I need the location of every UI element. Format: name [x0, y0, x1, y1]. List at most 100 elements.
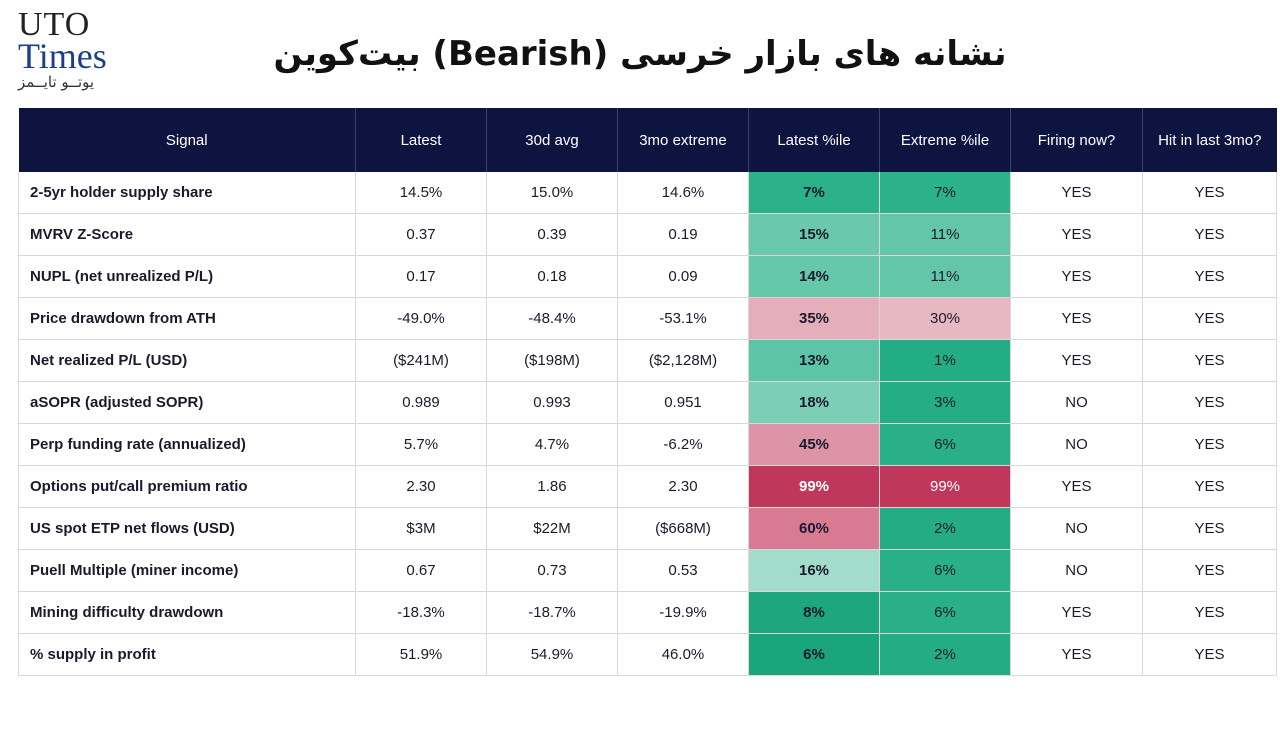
signal-cell: Price drawdown from ATH	[18, 297, 356, 340]
extreme-percentile-cell: 11%	[879, 213, 1011, 256]
table-body: 2-5yr holder supply share 14.5% 15.0% 14.6%…	[18, 172, 1277, 676]
avg-30d-cell: 0.73	[486, 549, 618, 592]
firing-now-cell: NO	[1010, 549, 1143, 592]
latest-cell: $3M	[355, 507, 487, 550]
hit-last-3mo-cell: YES	[1142, 507, 1277, 550]
signal-cell: Perp funding rate (annualized)	[18, 423, 356, 466]
header-30d-avg: 30d avg	[486, 108, 618, 172]
table-row: NUPL (net unrealized P/L) 0.17 0.18 0.09 14%…	[18, 255, 1277, 298]
extreme-3mo-cell: 0.19	[617, 213, 749, 256]
extreme-3mo-cell: ($2,128M)	[617, 339, 749, 382]
avg-30d-cell: -18.7%	[486, 591, 618, 634]
avg-30d-cell: 54.9%	[486, 633, 618, 676]
latest-percentile-cell: 13%	[748, 339, 880, 382]
latest-percentile-cell: 15%	[748, 213, 880, 256]
hit-last-3mo-cell: YES	[1142, 549, 1277, 592]
latest-cell: ($241M)	[355, 339, 487, 382]
firing-now-cell: YES	[1010, 255, 1143, 298]
latest-percentile-cell: 99%	[748, 465, 880, 508]
latest-percentile-cell: 8%	[748, 591, 880, 634]
extreme-3mo-cell: 14.6%	[617, 172, 749, 214]
signal-cell: aSOPR (adjusted SOPR)	[18, 381, 356, 424]
table-row: % supply in profit 51.9% 54.9% 46.0% 6% 2% YES…	[18, 633, 1277, 676]
firing-now-cell: YES	[1010, 633, 1143, 676]
latest-cell: 0.17	[355, 255, 487, 298]
hit-last-3mo-cell: YES	[1142, 297, 1277, 340]
header-firing-now: Firing now?	[1010, 108, 1143, 172]
signal-cell: MVRV Z-Score	[18, 213, 356, 256]
signal-cell: Mining difficulty drawdown	[18, 591, 356, 634]
signal-cell: Puell Multiple (miner income)	[18, 549, 356, 592]
logo-persian-text: یوتــو تایــمز	[18, 73, 95, 91]
extreme-3mo-cell: ($668M)	[617, 507, 749, 550]
table-row: Mining difficulty drawdown -18.3% -18.7% -1…	[18, 591, 1277, 634]
hit-last-3mo-cell: YES	[1142, 255, 1277, 298]
signal-cell: % supply in profit	[18, 633, 356, 676]
latest-cell: 14.5%	[355, 172, 487, 214]
avg-30d-cell: -48.4%	[486, 297, 618, 340]
firing-now-cell: NO	[1010, 507, 1143, 550]
extreme-3mo-cell: 46.0%	[617, 633, 749, 676]
extreme-3mo-cell: 2.30	[617, 465, 749, 508]
extreme-percentile-cell: 2%	[879, 633, 1011, 676]
extreme-3mo-cell: 0.951	[617, 381, 749, 424]
table-row: US spot ETP net flows (USD) $3M $22M ($668M…	[18, 507, 1277, 550]
extreme-percentile-cell: 2%	[879, 507, 1011, 550]
latest-cell: 0.37	[355, 213, 487, 256]
avg-30d-cell: 15.0%	[486, 172, 618, 214]
table-row: Net realized P/L (USD) ($241M) ($198M) ($2,…	[18, 339, 1277, 382]
firing-now-cell: YES	[1010, 213, 1143, 256]
header-extreme-percentile: Extreme %ile	[879, 108, 1011, 172]
hit-last-3mo-cell: YES	[1142, 423, 1277, 466]
latest-cell: 0.989	[355, 381, 487, 424]
avg-30d-cell: 0.39	[486, 213, 618, 256]
firing-now-cell: YES	[1010, 339, 1143, 382]
extreme-percentile-cell: 6%	[879, 423, 1011, 466]
hit-last-3mo-cell: YES	[1142, 213, 1277, 256]
extreme-3mo-cell: 0.53	[617, 549, 749, 592]
signal-cell: Net realized P/L (USD)	[18, 339, 356, 382]
extreme-percentile-cell: 1%	[879, 339, 1011, 382]
hit-last-3mo-cell: YES	[1142, 465, 1277, 508]
latest-cell: -49.0%	[355, 297, 487, 340]
extreme-3mo-cell: -6.2%	[617, 423, 749, 466]
hit-last-3mo-cell: YES	[1142, 381, 1277, 424]
table-header-row: Signal Latest 30d avg 3mo extreme Latest…	[18, 108, 1277, 172]
latest-percentile-cell: 14%	[748, 255, 880, 298]
latest-cell: 2.30	[355, 465, 487, 508]
firing-now-cell: YES	[1010, 297, 1143, 340]
latest-percentile-cell: 7%	[748, 172, 880, 214]
logo-uto-text: UTO	[18, 6, 91, 43]
extreme-3mo-cell: 0.09	[617, 255, 749, 298]
table-row: 2-5yr holder supply share 14.5% 15.0% 14.6%…	[18, 172, 1277, 214]
avg-30d-cell: 1.86	[486, 465, 618, 508]
firing-now-cell: NO	[1010, 381, 1143, 424]
extreme-percentile-cell: 6%	[879, 591, 1011, 634]
signal-cell: NUPL (net unrealized P/L)	[18, 255, 356, 298]
page-title: نشانه های بازار خرسی (Bearish) بیت‌کوین	[273, 34, 1007, 74]
firing-now-cell: YES	[1010, 591, 1143, 634]
table-row: MVRV Z-Score 0.37 0.39 0.19 15% 11% YES YES	[18, 213, 1277, 256]
hit-last-3mo-cell: YES	[1142, 591, 1277, 634]
firing-now-cell: YES	[1010, 465, 1143, 508]
latest-percentile-cell: 45%	[748, 423, 880, 466]
logo: UTO Times یوتــو تایــمز	[18, 6, 178, 92]
firing-now-cell: NO	[1010, 423, 1143, 466]
header-latest-percentile: Latest %ile	[748, 108, 880, 172]
hit-last-3mo-cell: YES	[1142, 633, 1277, 676]
latest-percentile-cell: 16%	[748, 549, 880, 592]
extreme-percentile-cell: 7%	[879, 172, 1011, 214]
extreme-percentile-cell: 30%	[879, 297, 1011, 340]
extreme-3mo-cell: -53.1%	[617, 297, 749, 340]
table-row: aSOPR (adjusted SOPR) 0.989 0.993 0.951 18% 3…	[18, 381, 1277, 424]
extreme-percentile-cell: 6%	[879, 549, 1011, 592]
latest-percentile-cell: 60%	[748, 507, 880, 550]
table-row: Perp funding rate (annualized) 5.7% 4.7% -6…	[18, 423, 1277, 466]
latest-percentile-cell: 35%	[748, 297, 880, 340]
avg-30d-cell: 0.18	[486, 255, 618, 298]
latest-percentile-cell: 18%	[748, 381, 880, 424]
hit-last-3mo-cell: YES	[1142, 172, 1277, 214]
logo-times-text: Times	[18, 36, 107, 76]
latest-cell: -18.3%	[355, 591, 487, 634]
firing-now-cell: YES	[1010, 172, 1143, 214]
